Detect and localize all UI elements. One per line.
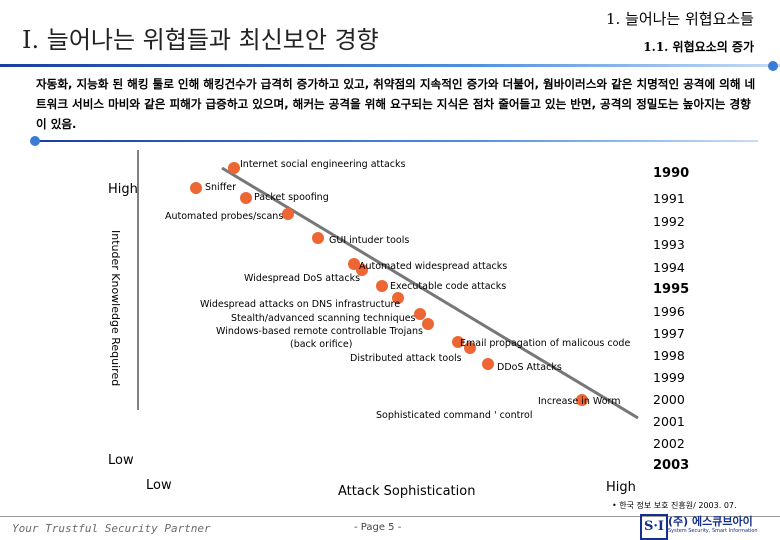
x-low-label: Low bbox=[146, 478, 172, 493]
year-label: 1993 bbox=[653, 237, 685, 252]
attack-marker bbox=[312, 232, 324, 244]
attack-label: Stealth/advanced scanning techniques bbox=[231, 313, 416, 324]
attack-marker bbox=[452, 336, 464, 348]
intro-rule bbox=[36, 140, 758, 142]
attack-label: Sophisticated command ' control bbox=[376, 410, 533, 421]
header-rule bbox=[0, 64, 780, 67]
attack-label: Widespread DoS attacks bbox=[244, 273, 361, 284]
attack-label: Automated widespread attacks bbox=[359, 261, 508, 272]
year-label: 1991 bbox=[653, 191, 685, 206]
attack-marker bbox=[240, 192, 252, 204]
attack-marker bbox=[228, 162, 240, 174]
year-label: 2001 bbox=[653, 414, 685, 429]
year-label: 1992 bbox=[653, 214, 685, 229]
year-label: 2003 bbox=[653, 458, 690, 473]
attack-label: Automated probes/scans bbox=[165, 211, 284, 222]
attack-marker bbox=[422, 318, 434, 330]
subsection-title: 1.1. 위협요소의 증가 bbox=[643, 40, 754, 54]
attack-label: Distributed attack tools bbox=[350, 353, 462, 364]
attack-marker bbox=[376, 280, 388, 292]
attack-marker bbox=[464, 342, 476, 354]
year-label: 1990 bbox=[653, 166, 690, 181]
year-label: 1999 bbox=[653, 370, 685, 385]
attack-label: DDoS Attacks bbox=[497, 362, 562, 373]
attack-label: Windows-based remote controllable Trojan… bbox=[216, 326, 424, 337]
attack-label: Widespread attacks on DNS infrastructure bbox=[200, 299, 401, 310]
attack-marker bbox=[282, 208, 294, 220]
attack-label: (back orifice) bbox=[290, 339, 353, 350]
page-title: I. 늘어나는 위협들과 최신보안 경향 bbox=[22, 26, 379, 54]
attack-label: Internet social engineering attacks bbox=[240, 159, 406, 170]
year-label: 2000 bbox=[653, 392, 685, 407]
footer-slogan: Your Trustful Security Partner bbox=[12, 522, 211, 535]
attack-label: Sniffer bbox=[205, 182, 236, 193]
attack-marker bbox=[414, 308, 426, 320]
attack-label: Increase in Worm bbox=[538, 396, 621, 407]
section-title: 1. 늘어나는 위협요소들 bbox=[605, 10, 754, 28]
attack-label: Packet spoofing bbox=[254, 192, 329, 203]
attack-label: Email propagation of malicous code bbox=[460, 338, 631, 349]
x-axis-label: Attack Sophistication bbox=[338, 484, 476, 499]
intro-paragraph: 자동화, 지능화 된 해킹 툴로 인해 해킹건수가 급격히 증가하고 있고, 취… bbox=[36, 77, 756, 131]
attack-marker bbox=[576, 394, 588, 406]
footer-rule bbox=[0, 516, 780, 517]
attack-label: GUI intuder tools bbox=[329, 235, 410, 246]
attack-marker bbox=[190, 182, 202, 194]
attack-label: Executable code attacks bbox=[390, 281, 507, 292]
header-rule-dot bbox=[768, 61, 778, 71]
x-high-label: High bbox=[606, 480, 636, 495]
page-number: - Page 5 - bbox=[354, 522, 402, 533]
attack-marker bbox=[392, 292, 404, 304]
trend-line bbox=[221, 166, 639, 420]
year-label: 1995 bbox=[653, 282, 690, 297]
intro-rule-dot bbox=[30, 136, 40, 146]
year-label: 1994 bbox=[653, 260, 685, 275]
y-axis-label: Intuder Knowledge Required bbox=[109, 230, 122, 387]
company-logo: S·I bbox=[640, 514, 668, 540]
year-label: 1996 bbox=[653, 304, 685, 319]
year-label: 1998 bbox=[653, 348, 685, 363]
attack-markers bbox=[190, 162, 588, 406]
y-high-label: High bbox=[108, 182, 138, 197]
year-label: 1997 bbox=[653, 326, 685, 341]
attack-marker bbox=[482, 358, 494, 370]
year-label: 2002 bbox=[653, 436, 685, 451]
company-name: (주) 에스큐브아이 bbox=[668, 515, 753, 528]
company-tagline: System Security, Smart Information bbox=[668, 528, 758, 534]
source-note: • 한국 정보 보호 진흥원/ 2003. 07. bbox=[612, 501, 737, 510]
attack-marker bbox=[356, 264, 368, 276]
y-low-label: Low bbox=[108, 453, 134, 468]
